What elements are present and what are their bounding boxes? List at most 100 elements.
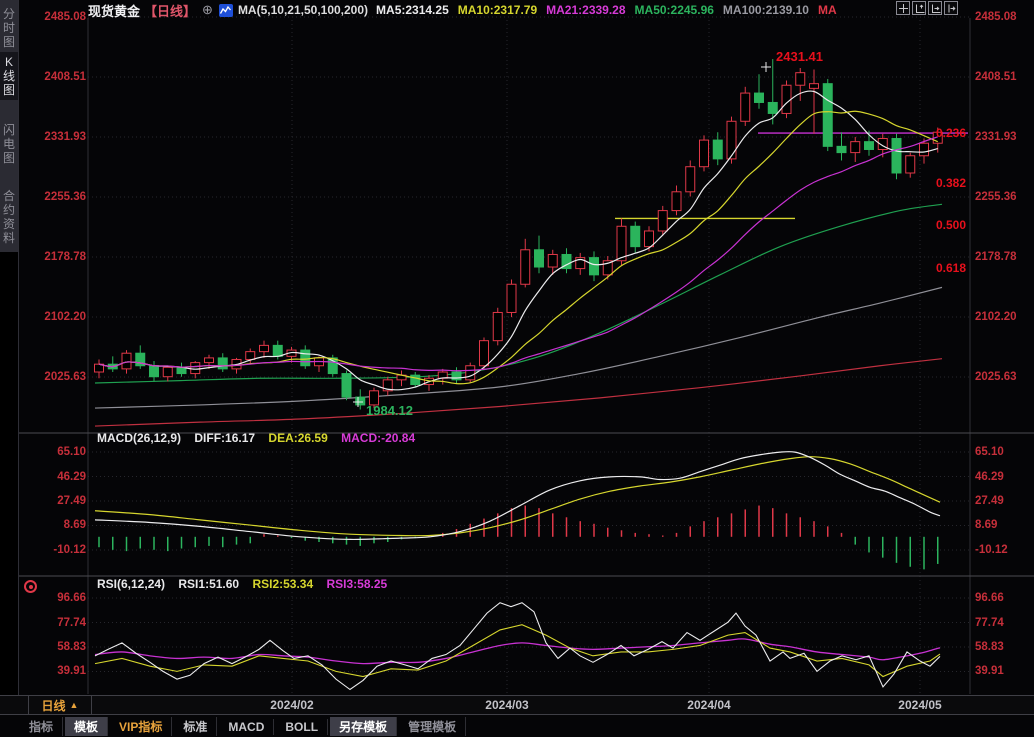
- rsi3-value: RSI3:58.25: [326, 577, 388, 591]
- toolbar-tab[interactable]: VIP指标: [110, 717, 173, 736]
- ma-legend-value: MA50:2245.96: [634, 3, 714, 17]
- price-axis-label: 2178.78: [975, 251, 1017, 263]
- rsi-axis-label: 96.66: [57, 592, 86, 604]
- price-annotation: 2431.41: [776, 49, 823, 64]
- fib-level-label: 0.618: [936, 261, 967, 275]
- price-axis-label: 2025.63: [44, 371, 86, 383]
- macd-macd-value: MACD:-20.84: [341, 431, 416, 445]
- toolbar-tab[interactable]: 模板: [65, 717, 109, 736]
- ma-legend-value: MA10:2317.79: [457, 3, 538, 17]
- candle-body: [905, 155, 916, 174]
- chart-toolbar-icons: [896, 1, 958, 15]
- time-axis-label: 2024/03: [485, 698, 529, 712]
- candle-body: [712, 139, 723, 160]
- rsi-params-label: RSI(6,12,24): [97, 577, 166, 591]
- macd-axis-label: 46.29: [975, 470, 1004, 483]
- rsi1-line: [94, 602, 941, 691]
- price-marker-cross: [353, 397, 363, 407]
- rsi-header: RSI(6,12,24) RSI1:51.60 RSI2:53.34 RSI3:…: [97, 577, 397, 591]
- candle-body: [327, 357, 338, 375]
- macd-axis-label: 8.69: [975, 519, 998, 532]
- candle-body: [149, 365, 159, 378]
- candle-body: [795, 72, 806, 86]
- chart-style-icon[interactable]: [218, 3, 233, 17]
- candle-body: [121, 352, 132, 370]
- rsi-axis-label: 58.83: [57, 640, 86, 653]
- y-axis-zoom-icon[interactable]: [912, 1, 926, 15]
- candle-body: [644, 230, 654, 248]
- candle-body: [822, 83, 833, 147]
- price-axis-label: 2102.20: [44, 311, 86, 323]
- fib-level-label: 0.382: [936, 176, 967, 190]
- add-indicator-icon[interactable]: ⊕: [202, 2, 213, 17]
- price-axis-label: 2025.63: [975, 371, 1017, 383]
- crosshair-icon[interactable]: [896, 1, 910, 15]
- instrument-title: 现货黄金: [88, 3, 141, 19]
- rsi2-line: [94, 624, 941, 678]
- sidebar-item-view[interactable]: 分时图: [2, 7, 15, 49]
- candle-body: [272, 344, 283, 357]
- candle-body: [671, 191, 682, 212]
- price-axis-label: 2331.93: [975, 131, 1017, 143]
- ma200-line: [94, 358, 943, 427]
- candle-body: [465, 365, 476, 381]
- candle-body: [162, 366, 173, 378]
- ma-legend-value: MA: [817, 3, 837, 17]
- diff-line: [94, 451, 941, 541]
- time-axis-label: 2024/04: [687, 698, 731, 712]
- candle-body: [781, 84, 792, 114]
- indicator-settings-icon[interactable]: [24, 580, 37, 593]
- ma5-line: [98, 90, 938, 391]
- ma10-line: [98, 110, 938, 385]
- triangle-up-icon: ▲: [69, 700, 79, 710]
- rsi2-value: RSI2:53.34: [252, 577, 314, 591]
- toolbar-tab[interactable]: 标准: [174, 717, 218, 736]
- candle-body: [534, 249, 544, 268]
- chart-header: 现货黄金 【日线】 ⊕ MA(5,10,21,50,100,200) MA5:2…: [88, 2, 846, 19]
- sidebar-item-view[interactable]: 闪电图: [2, 123, 15, 165]
- candle-body: [479, 340, 489, 367]
- candle-body: [204, 357, 214, 364]
- time-axis-label: 2024/02: [270, 698, 314, 712]
- candle-body: [602, 260, 613, 276]
- macd-header: MACD(26,12,9) DIFF:16.17 DEA:26.59 MACD:…: [97, 431, 425, 445]
- candle-body: [589, 257, 599, 276]
- candle-body: [341, 373, 352, 398]
- candle-body: [382, 379, 393, 392]
- candle-body: [864, 141, 874, 150]
- toolbar-tab[interactable]: BOLL: [276, 718, 329, 735]
- sidebar-item-selected[interactable]: K线图: [0, 52, 18, 100]
- toolbar-tab[interactable]: 指标: [20, 717, 64, 736]
- ma50-line: [94, 203, 943, 384]
- candle-body: [850, 141, 861, 154]
- ma-legend-value: MA5:2314.25: [376, 3, 449, 17]
- toolbar-tab[interactable]: MACD: [219, 718, 275, 735]
- macd-diff-value: DIFF:16.17: [194, 431, 256, 445]
- candle-body: [657, 210, 668, 232]
- price-axis-label: 2255.36: [975, 190, 1017, 203]
- candle-body: [561, 253, 572, 270]
- sidebar-item-view[interactable]: 合约资料: [2, 189, 15, 245]
- toolbar-tab[interactable]: 另存模板: [330, 717, 398, 736]
- x-axis-zoom-icon[interactable]: [928, 1, 942, 15]
- candle-body: [135, 352, 146, 367]
- pan-right-icon[interactable]: [944, 1, 958, 15]
- candle-body: [492, 311, 503, 342]
- rsi-axis-label: 77.74: [975, 616, 1004, 629]
- time-axis: 日线 ▲ 2024/02 2024/03 2024/04 2024/05: [0, 695, 1034, 715]
- macd-axis-label: 27.49: [57, 494, 86, 507]
- rsi-axis-label: 96.66: [975, 592, 1004, 604]
- price-axis-label: 2178.78: [44, 251, 86, 263]
- toolbar-tab[interactable]: 管理模板: [399, 717, 467, 736]
- candle-body: [355, 396, 366, 406]
- candle-body: [630, 225, 641, 248]
- interval-selector[interactable]: 日线 ▲: [28, 696, 92, 714]
- candle-body: [754, 92, 764, 103]
- price-axis-label: 2408.51: [975, 70, 1017, 83]
- macd-axis-label: -10.12: [975, 543, 1008, 556]
- candle-body: [245, 351, 256, 360]
- price-axis-label: 2255.36: [44, 190, 86, 203]
- rsi3-line: [94, 638, 941, 665]
- rsi-axis-label: 58.83: [975, 640, 1004, 653]
